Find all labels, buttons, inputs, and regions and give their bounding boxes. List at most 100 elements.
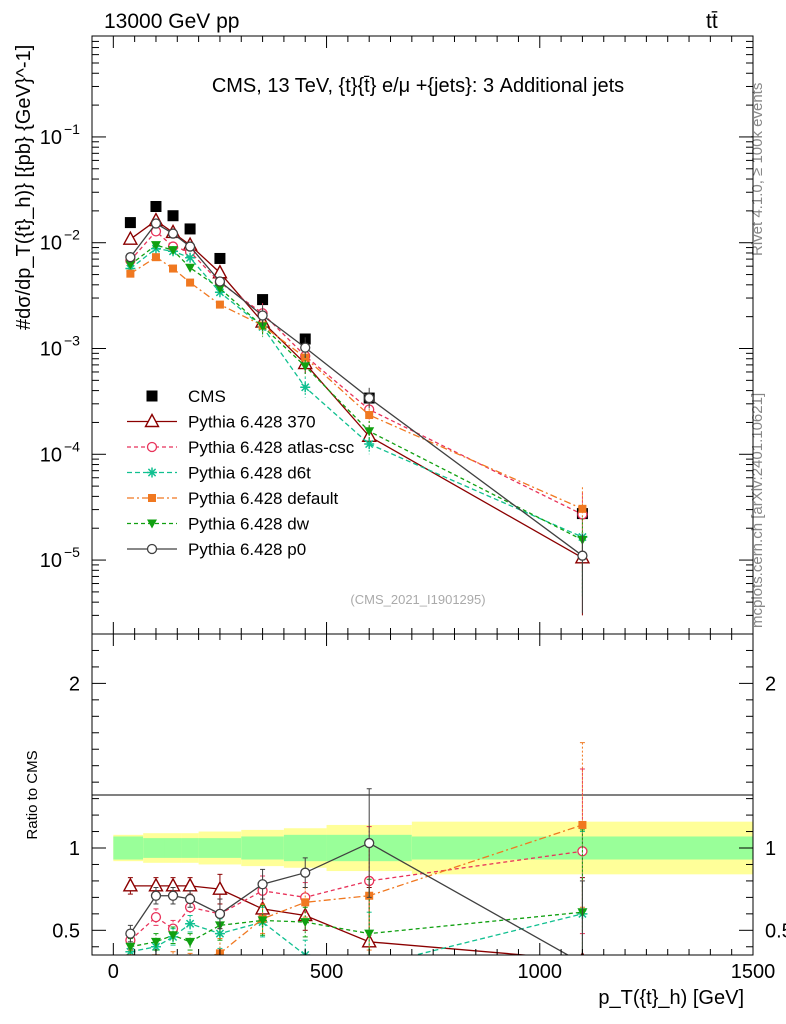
- ratio-point: [257, 916, 268, 926]
- ratio-inner-band: [181, 838, 199, 858]
- ratio-panel-series: [122, 742, 588, 972]
- data-point: [125, 252, 136, 263]
- ratio-point: [184, 893, 196, 905]
- ratio-point: [167, 890, 179, 901]
- main-panel: CMS, 13 TeV, {t}{t̄} e/μ +{jets}: 3 Addi…: [13, 35, 754, 635]
- data-point: [257, 294, 269, 306]
- ratio-point: [182, 877, 198, 892]
- legend-item: Pythia 6.428 370: [127, 413, 316, 432]
- data-point: [184, 241, 196, 252]
- header-final-state: tt̄: [706, 10, 718, 33]
- ratio-inner-band: [198, 838, 242, 858]
- legend-marker: [146, 441, 158, 453]
- chart-title: CMS, 13 TeV, {t}{t̄} e/μ +{jets}: 3 Addi…: [212, 75, 624, 97]
- data-point: [125, 260, 136, 270]
- ratio-point: [214, 908, 226, 919]
- ratio-y-tick-label: 1: [69, 838, 80, 860]
- x-tick-label: 1500: [731, 961, 776, 983]
- ratio-point: [186, 958, 194, 966]
- legend: CMS Pythia 6.428 370 Pythia 6.428 atlas-cs…: [127, 387, 355, 559]
- ratio-point: [185, 937, 196, 947]
- data-point: [215, 300, 224, 309]
- ratio-inner-band: [164, 838, 182, 858]
- data-point: [150, 200, 162, 212]
- data-point: [184, 223, 196, 235]
- x-tick-labels: 0 500 1000 1500: [108, 961, 775, 983]
- ratio-point: [125, 928, 136, 939]
- data-point: [151, 253, 160, 262]
- legend-label: CMS: [188, 387, 226, 406]
- ratio-point: [364, 837, 375, 849]
- ratio-inner-band: [241, 836, 284, 860]
- ratio-point: [150, 890, 162, 901]
- y-tick-label: 10: [40, 444, 62, 466]
- legend-marker: [147, 467, 157, 478]
- data-point: [577, 550, 588, 561]
- data-point: [214, 252, 226, 264]
- y-tick-label: 10: [40, 339, 62, 361]
- ratio-y-tick-label-right: 2: [765, 673, 776, 695]
- data-point: [300, 382, 311, 393]
- data-point: [122, 230, 139, 245]
- analysis-watermark: (CMS_2021_I1901295): [350, 592, 485, 607]
- ratio-line: [130, 911, 583, 948]
- main-y-axis-label-text: #dσ/dp_T({t}_h)} [{pb} {GeV}^-1]: [13, 45, 35, 330]
- data-point: [168, 246, 179, 256]
- ratio-point: [150, 937, 161, 947]
- legend-item: Pythia 6.428 d6t: [127, 464, 311, 483]
- legend-label: Pythia 6.428 370: [188, 413, 316, 432]
- y-tick-label-exponent: −2: [64, 227, 80, 243]
- ratio-y-tick-label: 0.5: [52, 920, 80, 942]
- data-point: [364, 392, 375, 404]
- series-line: [129, 244, 583, 541]
- legend-item: CMS: [146, 387, 226, 406]
- main-y-axis-label: #dσ/dp_T({t}_h)} [{pb} {GeV}^-1]: [13, 45, 35, 330]
- ratio-y-tick-label: 2: [69, 673, 80, 695]
- ratio-panel: 0.5 0.5 1 1 2 2 0 500 1000 1500 Ratio to CMS p_T…: [24, 633, 786, 1009]
- ratio-point: [212, 880, 228, 895]
- data-point: [578, 504, 587, 513]
- main-panel-series: [122, 200, 591, 616]
- legend-item: Pythia 6.428 dw: [127, 515, 310, 534]
- y-tick-label-exponent: −1: [64, 121, 80, 137]
- legend-marker: [148, 494, 156, 502]
- ratio-point: [185, 918, 196, 929]
- x-tick-label: 0: [108, 961, 119, 983]
- ratio-point: [364, 962, 374, 972]
- data-point: [124, 217, 136, 229]
- data-point: [214, 284, 225, 294]
- data-point: [300, 362, 311, 372]
- y-tick-label-exponent: −4: [64, 438, 80, 454]
- rivet-version-label: Rivet 4.1.0, ≥ 100k events: [749, 83, 766, 256]
- ratio-point: [578, 959, 587, 968]
- x-tick-label: 1000: [518, 961, 563, 983]
- data-point: [364, 439, 375, 450]
- ratio-line: [130, 913, 583, 955]
- ratio-point: [168, 931, 179, 941]
- ratio-y-axis-label: Ratio to CMS: [24, 750, 41, 839]
- ratio-point: [214, 928, 225, 939]
- data-point: [150, 241, 161, 251]
- ratio-point: [122, 877, 139, 892]
- data-point: [169, 264, 178, 273]
- header-process: 13000 GeV pp: [104, 10, 239, 33]
- y-tick-label: 10: [40, 127, 62, 149]
- data-point: [257, 310, 268, 321]
- ratio-series-pythia-6-428-p0: [125, 788, 587, 968]
- ratio-point: [578, 820, 587, 829]
- ratio-inner-band: [113, 836, 144, 860]
- ratio-inner-band: [143, 838, 165, 858]
- y-tick-label-exponent: −3: [64, 333, 80, 349]
- ratio-y-tick-labels: 0.5 0.5 1 1 2 2: [52, 673, 786, 942]
- legend-item: Pythia 6.428 atlas-csc: [127, 438, 355, 457]
- x-tick-label: 500: [310, 961, 343, 983]
- data-point: [185, 263, 196, 273]
- legend-label: Pythia 6.428 p0: [188, 540, 306, 559]
- data-point: [150, 218, 162, 229]
- ratio-point: [364, 929, 375, 939]
- main-y-tick-labels: 10−510−410−310−210−1: [40, 121, 80, 572]
- legend-marker: [146, 543, 158, 555]
- ratio-y-tick-label-right: 1: [765, 838, 776, 860]
- data-point: [186, 278, 195, 287]
